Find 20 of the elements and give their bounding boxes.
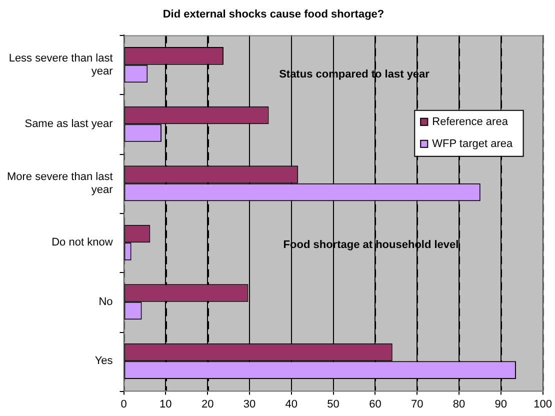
- x-tick-label: 80: [452, 398, 466, 410]
- y-tick-label: No: [98, 296, 113, 308]
- y-tick-label: Less severe than last year: [8, 52, 114, 78]
- x-tick-label: 100: [534, 398, 552, 410]
- y-tick-label: Same as last year: [24, 118, 114, 130]
- legend-label: Reference area: [432, 116, 509, 128]
- legend-label: WFP target area: [432, 138, 514, 150]
- x-tick-label: 10: [160, 398, 172, 410]
- y-tick-label: More severe than last year: [6, 170, 114, 196]
- y-tick-label: Yes: [94, 355, 114, 368]
- x-tick-label: 70: [410, 398, 424, 410]
- x-tick-label: 20: [201, 398, 214, 410]
- x-tick-label: 60: [369, 398, 382, 410]
- x-tick-label: 0: [120, 398, 127, 410]
- x-tick-label: 40: [285, 398, 298, 410]
- x-tick-label: 90: [494, 398, 508, 410]
- x-tick-label: 50: [327, 398, 340, 410]
- y-tick-label: Do not know: [52, 236, 113, 249]
- x-tick-label: 30: [243, 398, 256, 410]
- chart-title: Did external shocks cause food shortage?: [162, 8, 384, 21]
